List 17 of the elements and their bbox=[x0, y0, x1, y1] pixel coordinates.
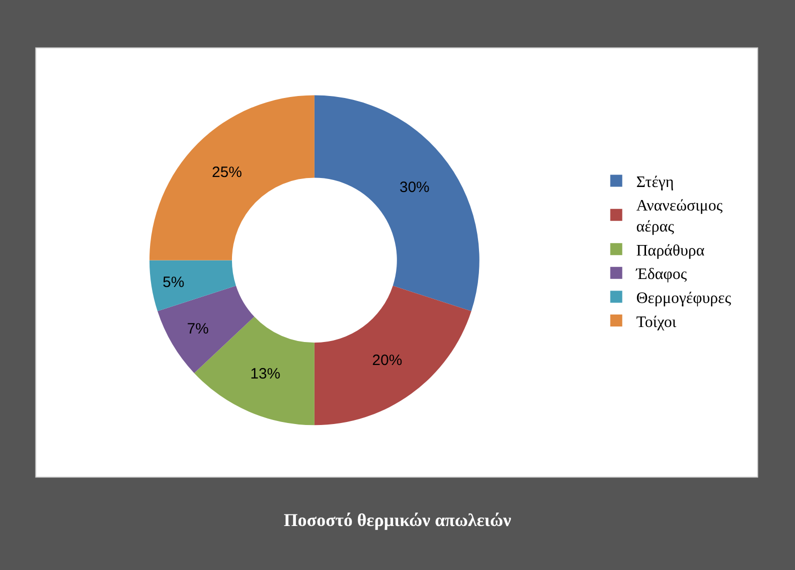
legend-label: Έδαφος bbox=[635, 266, 688, 284]
donut-slice bbox=[314, 286, 472, 426]
data-label: 25% bbox=[212, 164, 242, 182]
legend-label: Παράθυρα bbox=[636, 242, 706, 260]
data-label: 13% bbox=[250, 365, 280, 382]
legend-label: Στέγη bbox=[636, 174, 674, 191]
donut-slice bbox=[314, 95, 480, 312]
data-label: 30% bbox=[400, 178, 430, 196]
data-label: 7% bbox=[187, 320, 209, 338]
legend-label: Τοίχοι bbox=[636, 314, 677, 331]
legend-label: Ανανεώσιμος αέρας bbox=[636, 198, 724, 236]
donut-slice bbox=[149, 95, 314, 260]
donut-slice bbox=[149, 260, 236, 312]
data-label: 5% bbox=[162, 274, 184, 292]
data-label: 20% bbox=[372, 352, 402, 369]
legend-label: Θερμογέφυρες bbox=[636, 290, 732, 307]
text: Ποσοστό θερμικών απωλειών bbox=[284, 510, 512, 530]
